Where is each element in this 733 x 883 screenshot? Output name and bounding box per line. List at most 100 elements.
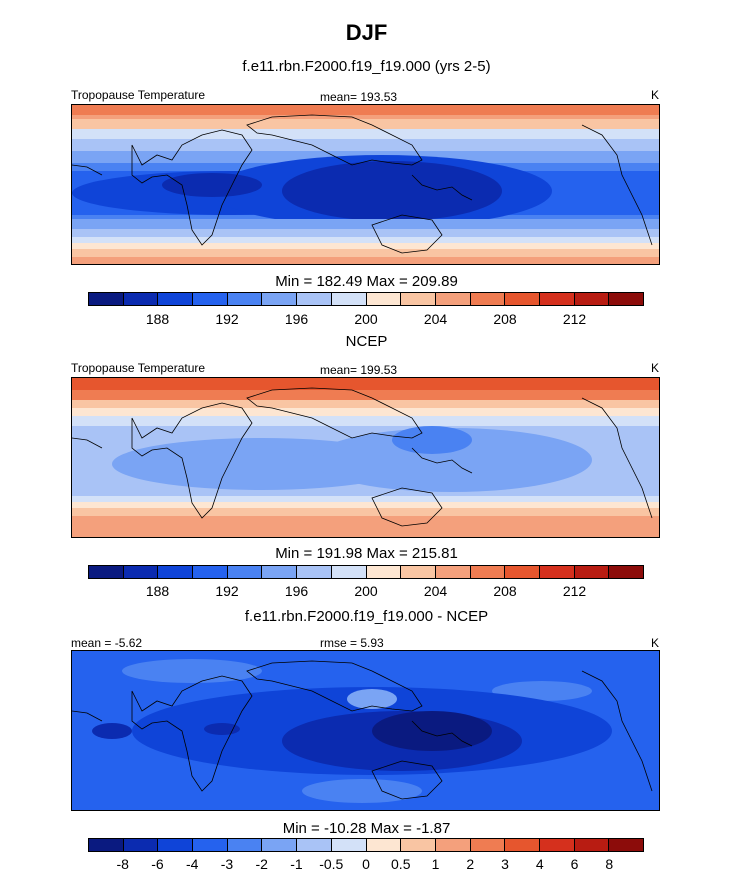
colorbar-swatch	[297, 566, 332, 578]
colorbar-swatch	[193, 293, 228, 305]
colorbar-swatch	[193, 839, 228, 851]
colorbar-swatch	[609, 839, 643, 851]
panel2-left-label: Tropopause Temperature	[71, 361, 206, 375]
colorbar-swatch	[505, 566, 540, 578]
colorbar-swatch	[366, 293, 402, 305]
colorbar-tick-label: 0.5	[391, 856, 411, 872]
colorbar-swatch	[158, 839, 194, 851]
colorbar-tick-label: 204	[423, 311, 448, 327]
colorbar-tick-label: 2	[466, 856, 475, 872]
colorbar-swatch	[331, 293, 367, 305]
colorbar-tick-label: -8	[116, 856, 129, 872]
colorbar-swatch	[470, 839, 506, 851]
colorbar-swatch	[227, 566, 263, 578]
panel3-units: K	[651, 636, 660, 650]
colorbar-swatch	[574, 566, 610, 578]
panel1-colorbar-labels: 188 192 196 200 204 208 212	[88, 311, 644, 329]
colorbar-swatch	[193, 566, 228, 578]
panel3-map	[71, 650, 660, 811]
panel1-colorbar	[88, 292, 644, 306]
colorbar-swatch	[539, 839, 575, 851]
colorbar-tick-label: 208	[493, 583, 517, 599]
colorbar-swatch	[89, 566, 124, 578]
colorbar-tick-label: 8	[605, 856, 614, 872]
colorbar-swatch	[158, 566, 194, 578]
colorbar-swatch	[401, 293, 436, 305]
colorbar-tick-label: -2	[255, 856, 268, 872]
panel2-field	[72, 378, 659, 537]
colorbar-swatch	[401, 839, 436, 851]
colorbar-tick-label: -1	[290, 856, 303, 872]
colorbar-swatch	[366, 566, 402, 578]
colorbar-tick-label: 3	[501, 856, 509, 872]
colorbar-swatch	[262, 293, 298, 305]
panel1-left-label: Tropopause Temperature	[71, 88, 206, 102]
colorbar-swatch	[470, 566, 506, 578]
colorbar-swatch	[539, 566, 575, 578]
colorbar-swatch	[262, 566, 298, 578]
colorbar-swatch	[331, 566, 367, 578]
colorbar-swatch	[123, 566, 159, 578]
colorbar-swatch	[123, 293, 159, 305]
colorbar-tick-label: -6	[151, 856, 164, 872]
colorbar-tick-label: 200	[354, 311, 378, 327]
colorbar-swatch	[435, 566, 471, 578]
colorbar-swatch	[505, 293, 540, 305]
panel1-minmax: Min = 182.49 Max = 209.89	[275, 273, 458, 290]
colorbar-swatch	[262, 839, 298, 851]
panel1-units: K	[651, 88, 660, 102]
colorbar-swatch	[158, 293, 194, 305]
colorbar-tick-label: 196	[284, 311, 309, 327]
colorbar-tick-label: 188	[145, 311, 170, 327]
colorbar-swatch	[227, 293, 263, 305]
colorbar-swatch	[297, 293, 332, 305]
panel3-colorbar-labels: -8 -6 -4 -3 -2 -1 -0.5 0 0.5 1 2 3 4 6 8	[88, 856, 644, 874]
panel3-mean-label: mean = -5.62	[71, 636, 143, 650]
panel3-field	[72, 651, 659, 810]
panel3-minmax: Min = -10.28 Max = -1.87	[282, 820, 451, 837]
panel2-colorbar	[88, 565, 644, 579]
colorbar-swatch	[470, 293, 506, 305]
colorbar-swatch	[89, 839, 124, 851]
colorbar-tick-label: 208	[493, 311, 517, 327]
colorbar-tick-label: -4	[186, 856, 199, 872]
colorbar-tick-label: 200	[354, 583, 378, 599]
colorbar-swatch	[297, 839, 332, 851]
panel1-field	[72, 105, 659, 264]
panel3-rmse-label: rmse = 5.93	[320, 636, 384, 650]
colorbar-swatch	[401, 566, 436, 578]
colorbar-tick-label: 1	[431, 856, 440, 872]
panel2-minmax: Min = 191.98 Max = 215.81	[275, 545, 458, 562]
colorbar-swatch	[435, 293, 471, 305]
panel1-map	[71, 104, 660, 265]
colorbar-swatch	[227, 839, 263, 851]
colorbar-swatch	[435, 839, 471, 851]
colorbar-tick-label: 192	[215, 311, 239, 327]
colorbar-swatch	[366, 839, 402, 851]
colorbar-swatch	[505, 839, 540, 851]
colorbar-swatch	[331, 839, 367, 851]
colorbar-tick-label: 188	[145, 583, 170, 599]
colorbar-swatch	[609, 293, 643, 305]
colorbar-tick-label: -0.5	[319, 856, 344, 872]
colorbar-tick-label: 6	[570, 856, 579, 872]
panel2-map	[71, 377, 660, 538]
colorbar-tick-label: 212	[562, 583, 587, 599]
panel2-title: NCEP	[345, 333, 388, 350]
colorbar-tick-label: 196	[284, 583, 309, 599]
panel3-colorbar	[88, 838, 644, 852]
panel3-title: f.e11.rbn.F2000.f19_f19.000 - NCEP	[244, 608, 489, 625]
colorbar-swatch	[574, 839, 610, 851]
colorbar-swatch	[123, 839, 159, 851]
colorbar-tick-label: 192	[215, 583, 239, 599]
panel2-units: K	[651, 361, 660, 375]
colorbar-swatch	[609, 566, 643, 578]
colorbar-tick-label: -3	[220, 856, 234, 872]
colorbar-tick-label: 204	[423, 583, 448, 599]
colorbar-tick-label: 4	[535, 856, 544, 872]
colorbar-swatch	[574, 293, 610, 305]
panel1-mean-label: mean= 193.53	[320, 90, 398, 104]
panel1-title: f.e11.rbn.F2000.f19_f19.000 (yrs 2-5)	[242, 58, 491, 75]
panel2-mean-label: mean= 199.53	[320, 363, 398, 377]
season-title: DJF	[345, 20, 388, 45]
